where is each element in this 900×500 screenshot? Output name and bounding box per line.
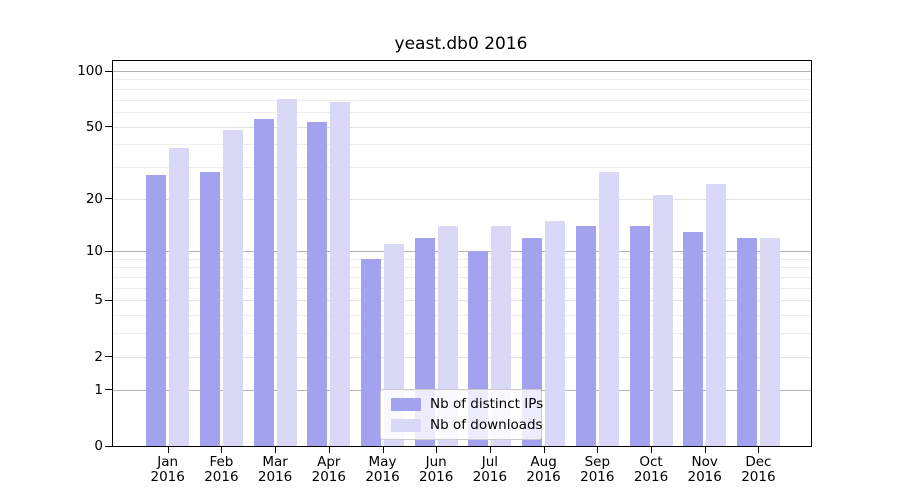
bar-downloads-nov	[706, 184, 727, 446]
plot-area: 100 50 20 10 5 2 1 0 Jan 2016 Feb 2016 Mar 2016 Apr…	[77, 60, 812, 485]
x-axis-tick-label: Oct 2016	[633, 454, 669, 485]
y-axis-tick-label: 10	[85, 243, 103, 260]
minor-gridline	[113, 144, 811, 146]
minor-gridline	[113, 79, 811, 81]
minor-gridline	[113, 315, 811, 317]
major-gridline	[113, 126, 811, 128]
y-axis-tick	[105, 250, 113, 252]
x-axis-tick-label: Jan 2016	[150, 454, 185, 485]
x-axis-tick-label: May 2016	[365, 454, 400, 485]
major-gridline	[113, 356, 811, 358]
x-axis-tick-label: Jul 2016	[472, 454, 508, 485]
x-axis-tick-label: Feb 2016	[204, 454, 239, 485]
x-axis-tick	[382, 447, 384, 453]
y-axis-tick	[105, 299, 113, 301]
minor-gridline	[113, 258, 811, 260]
bar-downloads-apr	[330, 101, 351, 446]
bar-distinct-ips-feb	[199, 172, 220, 446]
minor-gridline	[113, 88, 811, 90]
y-axis-tick-label: 20	[85, 190, 103, 207]
major-gridline	[113, 198, 811, 200]
y-axis-tick-label: 5	[94, 292, 103, 309]
bar-distinct-ips-sep	[575, 225, 596, 446]
minor-gridline	[113, 287, 811, 289]
bar-downloads-oct	[652, 194, 673, 446]
y-axis-tick-label: 50	[85, 118, 103, 135]
x-axis-tick	[275, 447, 277, 453]
minor-gridline	[113, 166, 811, 168]
chart-title: yeast.db0 2016	[394, 34, 528, 54]
minor-gridline	[113, 111, 811, 113]
legend-label-distinct-ips: Nb of distinct IPs	[430, 396, 544, 412]
x-axis-tick-label: Nov 2016	[687, 454, 722, 485]
legend-label-downloads: Nb of downloads	[430, 417, 543, 433]
y-axis-tick-label: 0	[94, 438, 103, 454]
bar-distinct-ips-oct	[629, 225, 650, 446]
x-axis-tick-label: Jun 2016	[419, 454, 454, 485]
minor-gridline	[113, 267, 811, 269]
bar-downloads-feb	[222, 129, 243, 446]
x-axis-tick	[328, 447, 330, 453]
y-axis-tick	[105, 356, 113, 358]
x-axis-tick-label: Mar 2016	[257, 454, 293, 485]
bar-distinct-ips-dec	[736, 237, 757, 446]
bar-distinct-ips-jan	[146, 175, 167, 446]
legend-swatch-distinct-ips	[391, 397, 421, 411]
x-axis-tick-label: Dec 2016	[741, 454, 776, 485]
legend-swatch-downloads	[391, 418, 421, 432]
y-axis-tick	[105, 445, 113, 447]
x-axis-tick-label: Apr 2016	[311, 454, 346, 485]
x-axis-tick	[758, 447, 760, 453]
bar-downloads-mar	[276, 98, 297, 446]
decade-gridline	[113, 251, 811, 253]
y-axis-tick	[105, 198, 113, 200]
y-axis-tick	[105, 126, 113, 128]
x-axis-tick	[651, 447, 652, 453]
major-gridline	[113, 300, 811, 302]
minor-gridline	[113, 333, 811, 335]
decade-gridline	[113, 71, 811, 72]
legend-item-distinct-ips: Nb of distinct IPs	[391, 396, 543, 412]
x-axis-tick	[489, 447, 491, 453]
x-axis-tick	[436, 447, 438, 453]
x-axis-tick-label: Sep 2016	[580, 454, 615, 485]
bar-distinct-ips-may	[361, 258, 381, 446]
legend: Nb of distinct IPs Nb of downloads	[380, 389, 543, 440]
bar-downloads-aug	[545, 220, 566, 446]
bar-downloads-jan	[169, 148, 190, 446]
y-axis-tick-label: 2	[94, 348, 103, 365]
x-axis-tick-label: Aug 2016	[526, 454, 561, 485]
y-axis-tick	[105, 389, 113, 391]
minor-gridline	[113, 99, 811, 101]
x-axis-tick	[543, 447, 545, 453]
bar-downloads-sep	[598, 172, 619, 446]
y-axis-tick-label: 100	[77, 63, 103, 79]
y-axis-tick-label: 1	[94, 381, 103, 398]
x-axis-tick	[221, 447, 223, 453]
x-axis-tick	[704, 447, 706, 453]
y-axis-tick	[105, 70, 113, 72]
bar-distinct-ips-mar	[253, 118, 274, 446]
minor-gridline	[113, 277, 811, 279]
bar-downloads-dec	[759, 237, 780, 446]
bar-distinct-ips-apr	[307, 121, 328, 446]
legend-item-downloads: Nb of downloads	[391, 417, 543, 433]
x-axis-tick	[597, 447, 599, 453]
x-axis-tick	[167, 447, 169, 453]
bar-distinct-ips-nov	[683, 231, 704, 446]
